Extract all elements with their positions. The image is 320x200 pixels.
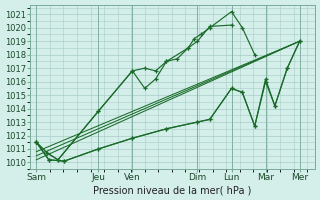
X-axis label: Pression niveau de la mer( hPa ): Pression niveau de la mer( hPa ): [93, 185, 252, 195]
